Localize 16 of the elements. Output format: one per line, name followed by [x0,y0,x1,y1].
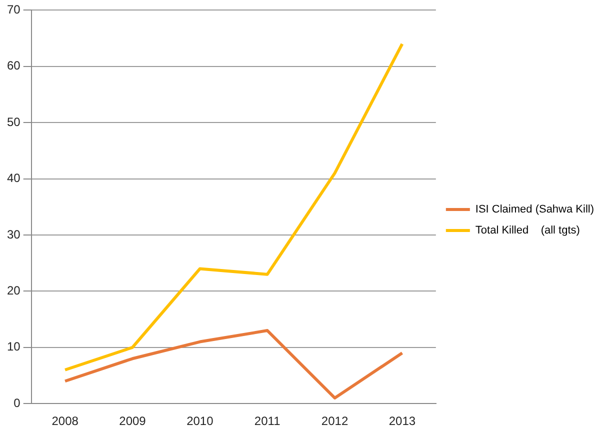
y-tick-label: 70 [6,2,21,17]
x-tick-label: 2010 [186,414,214,428]
x-tick-label: 2008 [52,414,79,428]
y-tick-label: 10 [6,340,21,354]
legend-label: Total Killed (all tgts) [475,224,580,237]
y-tick-label: 20 [6,284,21,298]
y-tick-label: 60 [6,58,21,73]
legend-label: ISI Claimed (Sahwa Kill) [475,204,594,216]
y-tick-label: 30 [6,227,21,242]
x-tick-label: 2012 [321,414,348,428]
x-tick-label: 2013 [388,414,416,428]
x-tick-label: 2009 [119,414,146,428]
y-tick-label: 40 [6,171,21,186]
y-tick-label: 50 [6,114,21,129]
y-tick-label: 0 [14,396,21,410]
x-tick-label: 2011 [254,414,281,428]
